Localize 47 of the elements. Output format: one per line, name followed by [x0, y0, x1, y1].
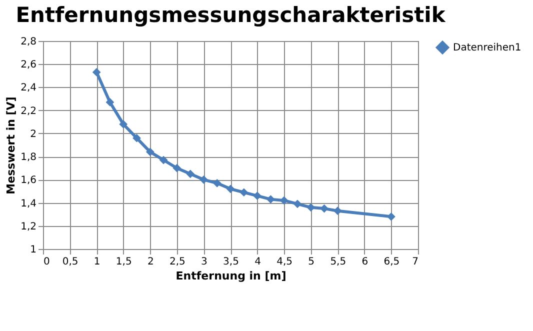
- point: [387, 212, 396, 221]
- point: [92, 68, 101, 76]
- x-tick-label: 1: [94, 256, 100, 268]
- y-tick-label: 1,8: [20, 152, 36, 164]
- legend-label: Datenreihen1: [453, 42, 522, 54]
- y-tick-label: 2,2: [20, 106, 36, 117]
- y-tick-label: 1,6: [20, 175, 36, 186]
- x-axis-title: Entfernung in [m]: [176, 270, 286, 282]
- point: [333, 206, 342, 216]
- point: [200, 175, 208, 184]
- x-tick-label: 1,5: [116, 256, 132, 268]
- x-tick-label: 3: [201, 256, 208, 268]
- y-tick-label: 2: [30, 128, 36, 140]
- x-tick-label: 6,5: [384, 256, 400, 268]
- point: [186, 170, 195, 178]
- y-tick-label: 2,6: [20, 60, 36, 71]
- point: [119, 120, 128, 128]
- y-tick-label: 1,2: [20, 221, 36, 232]
- x-tick-label: 3,5: [223, 256, 239, 268]
- point: [240, 188, 248, 197]
- x-tick-label: 0,5: [62, 256, 78, 268]
- y-tick-label: 2,4: [20, 82, 36, 94]
- point: [132, 134, 141, 142]
- x-tick-label: 4,5: [276, 256, 293, 268]
- point: [106, 98, 114, 106]
- y-tick-label: 1: [30, 244, 36, 256]
- y-axis-title: Messwert in [V]: [4, 96, 18, 194]
- x-tick-label: 0: [44, 256, 50, 268]
- point: [226, 184, 235, 194]
- x-tick-label: 6: [362, 256, 368, 268]
- point: [253, 192, 262, 200]
- point: [320, 204, 328, 213]
- point: [266, 195, 275, 204]
- chart-title: Entfernungsmessungscharakteristik: [16, 3, 446, 27]
- x-tick-label: 2: [147, 256, 154, 268]
- x-tick-label: 7: [412, 256, 418, 268]
- y-tick-label: 2,8: [20, 36, 36, 48]
- point: [159, 156, 168, 164]
- x-tick-label: 4: [254, 256, 261, 268]
- point: [293, 200, 302, 208]
- x-tick-label: 2,5: [169, 256, 186, 268]
- point: [172, 164, 182, 172]
- point: [146, 148, 154, 156]
- x-tick-label: 5,5: [330, 256, 346, 268]
- y-tick-label: 1,4: [20, 198, 36, 210]
- x-tick-label: 5: [308, 256, 315, 268]
- point: [212, 178, 222, 188]
